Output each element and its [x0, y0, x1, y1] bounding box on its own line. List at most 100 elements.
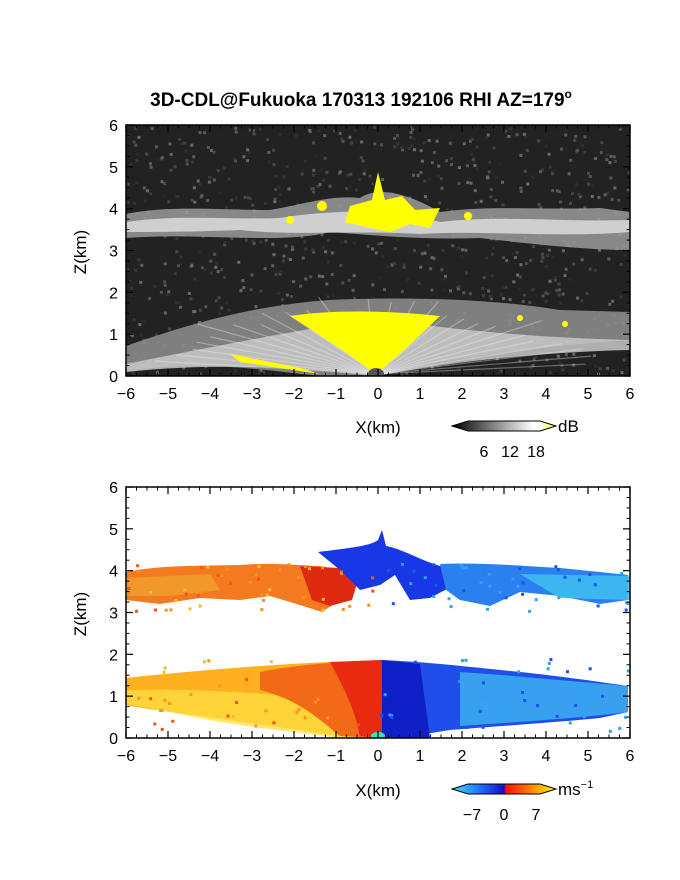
noise-pixel — [469, 139, 472, 143]
velocity-pixel — [203, 660, 207, 664]
noise-pixel — [203, 131, 207, 135]
beam-ray — [196, 341, 377, 375]
x-tick-label: 6 — [626, 386, 635, 403]
velocity-pixel — [137, 696, 141, 700]
noise-pixel — [169, 152, 173, 156]
velocity-pixel — [149, 578, 153, 582]
noise-pixel — [162, 194, 166, 198]
noise-pixel — [280, 298, 284, 302]
noise-pixel — [551, 169, 555, 173]
noise-pixel — [177, 301, 181, 305]
x-tick-label: −5 — [159, 386, 177, 403]
noise-pixel — [254, 305, 258, 309]
noise-pixel — [133, 201, 137, 205]
velocity-pixel — [198, 604, 202, 608]
x-tick-label: −3 — [243, 386, 261, 403]
noise-pixel — [242, 155, 246, 159]
x-tick-label: −6 — [117, 386, 135, 403]
noise-pixel — [430, 288, 434, 292]
noise-pixel — [163, 283, 167, 287]
noise-pixel — [471, 158, 475, 162]
noise-pixel — [214, 299, 218, 303]
noise-pixel — [473, 189, 477, 193]
velocity-pixel — [265, 593, 269, 597]
noise-pixel — [396, 238, 400, 242]
chart-title: 3D-CDL@Fukuoka 170313 192106 RHI AZ=179o — [150, 87, 572, 111]
velocity-pixel — [413, 660, 417, 664]
noise-pixel — [246, 196, 250, 200]
noise-pixel — [468, 292, 472, 296]
beam-ray — [210, 336, 377, 375]
noise-pixel — [321, 246, 325, 250]
noise-pixel — [500, 180, 504, 184]
noise-pixel — [159, 290, 163, 294]
noise-pixel — [511, 251, 515, 255]
velocity-pixel — [184, 592, 188, 596]
beam-ray — [375, 318, 465, 375]
noise-pixel — [217, 296, 221, 300]
noise-pixel — [212, 178, 216, 182]
noise-pixel — [330, 272, 334, 276]
noise-pixel — [185, 372, 189, 376]
noise-pixel — [272, 148, 276, 152]
noise-pixel — [326, 260, 330, 264]
velocity-pixel — [301, 595, 305, 599]
noise-pixel — [143, 199, 147, 203]
noise-pixel — [519, 189, 523, 193]
velocity-pixel — [380, 714, 384, 718]
noise-pixel — [248, 197, 252, 201]
noise-pixel — [234, 196, 238, 200]
beam-ray — [232, 324, 377, 375]
noise-pixel — [487, 289, 491, 293]
noise-pixel — [291, 245, 295, 249]
noise-pixel — [346, 173, 350, 177]
y-tick-label: 0 — [109, 369, 118, 386]
noise-pixel — [330, 251, 334, 255]
noise-pixel — [559, 200, 563, 204]
noise-pixel — [176, 194, 180, 198]
velocity-pixel — [196, 590, 200, 594]
noise-pixel — [259, 368, 263, 372]
velocity-x-axis-label: X(km) — [355, 781, 400, 800]
velocity-pixel — [183, 588, 187, 592]
noise-pixel — [133, 268, 137, 272]
noise-pixel — [594, 364, 598, 368]
noise-pixel — [529, 365, 533, 369]
noise-pixel — [127, 182, 131, 186]
noise-pixel — [339, 263, 343, 267]
velocity-edge-speckle — [127, 562, 630, 733]
noise-pixel — [208, 175, 212, 179]
noise-pixel — [613, 186, 617, 190]
noise-pixel — [508, 298, 512, 302]
noise-pixel — [564, 267, 568, 271]
noise-pixel — [501, 256, 505, 260]
noise-pixel — [377, 242, 381, 246]
noise-pixel — [301, 256, 305, 260]
velocity-pixel — [582, 714, 586, 718]
velocity-pixel — [220, 574, 224, 578]
noise-pixel — [263, 202, 267, 206]
noise-pixel — [246, 159, 250, 163]
noise-pixel — [314, 153, 318, 157]
noise-pixel — [541, 294, 545, 298]
noise-pixel — [489, 297, 493, 301]
noise-pixel — [568, 277, 572, 281]
noise-pixel — [230, 198, 234, 202]
noise-pixel — [585, 292, 589, 296]
velocity-pixel — [556, 568, 560, 572]
velocity-pixel — [493, 688, 497, 692]
noise-pixel — [409, 125, 413, 129]
noise-pixel — [190, 143, 194, 147]
velocity-pixel — [257, 565, 261, 569]
noise-pixel — [312, 190, 316, 194]
noise-pixel — [574, 355, 578, 359]
noise-pixel — [598, 367, 602, 371]
noise-pixel — [594, 157, 598, 161]
noise-pixel — [481, 287, 485, 291]
snr-colorbar-unit: dB — [558, 417, 579, 436]
noise-pixel — [399, 146, 403, 150]
velocity-pixel — [297, 708, 301, 712]
noise-pixel — [419, 149, 423, 153]
noise-pixel — [173, 165, 177, 169]
noise-pixel — [185, 162, 189, 166]
